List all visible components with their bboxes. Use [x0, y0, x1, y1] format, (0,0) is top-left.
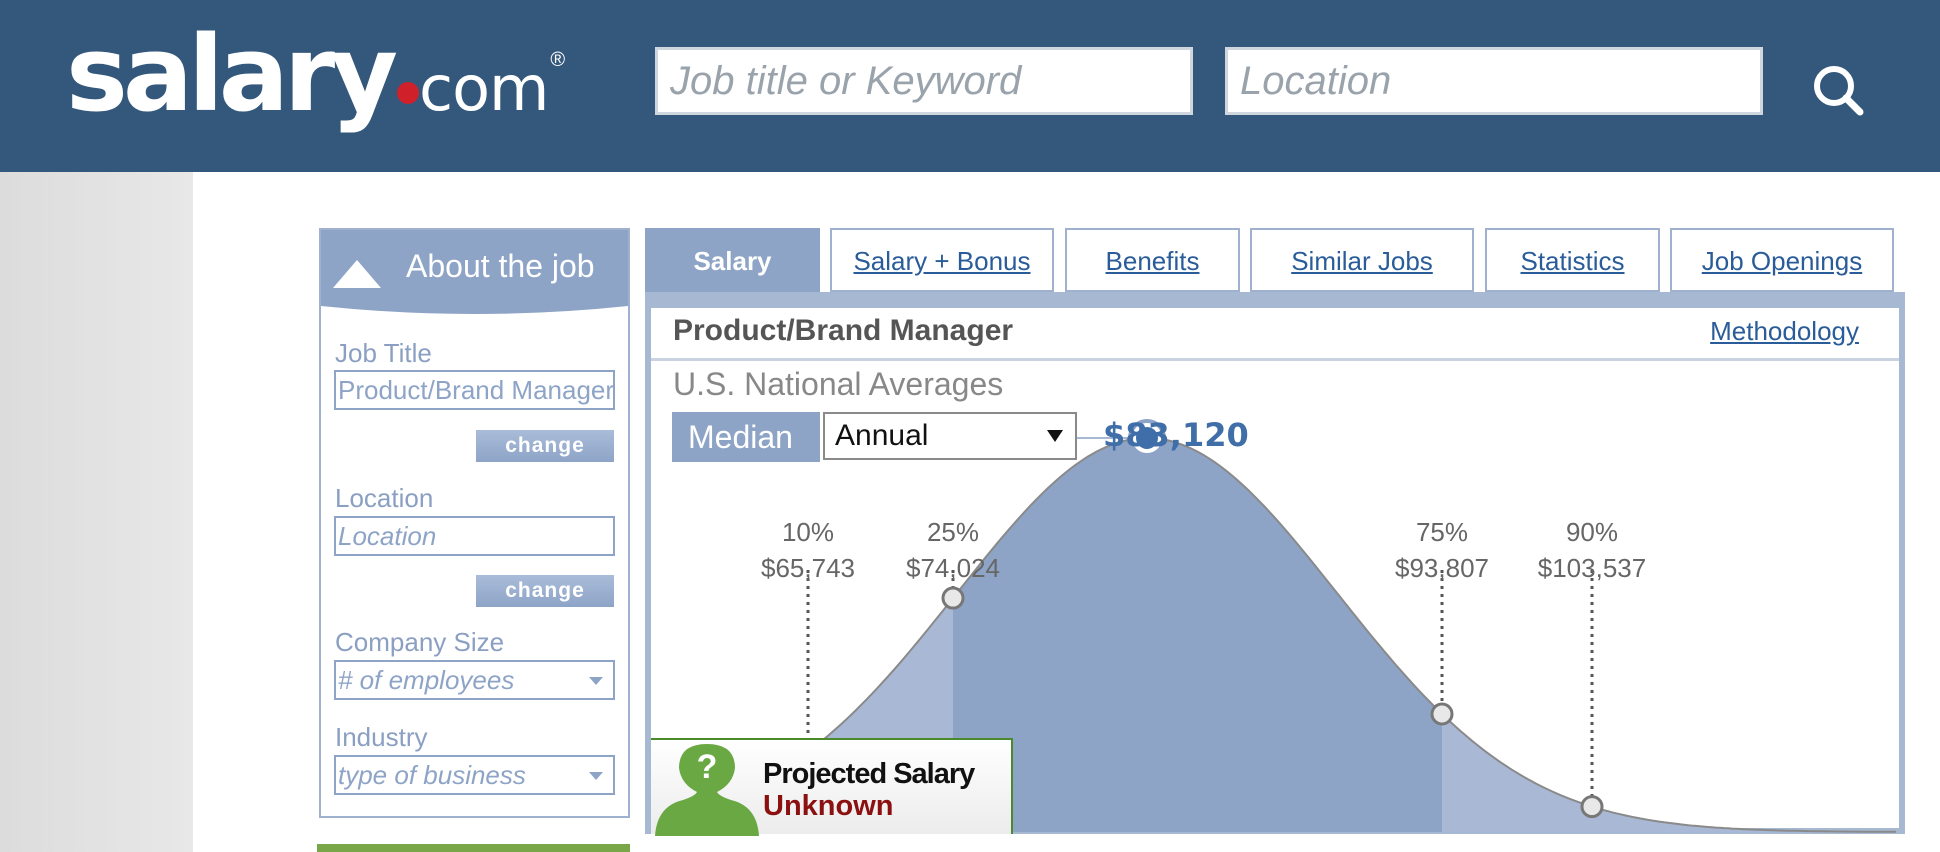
percentile-name: 75%: [1415, 517, 1469, 547]
projected-unknown-text: Unknown: [763, 790, 894, 822]
search-button[interactable]: [1810, 62, 1868, 120]
percentile-75-label: 75% $93,807: [1372, 514, 1512, 586]
percentile-name: 25%: [926, 517, 980, 547]
person-question-icon: ?: [655, 744, 759, 836]
industry-select[interactable]: type of business: [334, 755, 615, 795]
panel-divider: [651, 358, 1899, 361]
search-icon: [1814, 66, 1864, 116]
industry-label: Industry: [335, 722, 428, 752]
projected-salary-text: Projected Salary: [763, 758, 975, 790]
percentile-75-marker: [1430, 702, 1454, 726]
logo-main: salary: [66, 13, 398, 135]
chevron-down-icon: [589, 772, 603, 780]
period-select-value: Annual: [835, 419, 929, 452]
percentile-value: $93,807: [1395, 553, 1489, 583]
middle-band-area: [953, 438, 1442, 832]
logo-registered-mark: ®: [550, 49, 566, 71]
distribution-curve-outline: [807, 437, 1896, 833]
projected-salary-badge[interactable]: ? Projected Salary Unknown: [651, 738, 1013, 836]
period-select[interactable]: Annual: [823, 412, 1077, 460]
job-title-label: Job Title: [335, 338, 432, 368]
tab-benefits[interactable]: Benefits: [1065, 228, 1240, 292]
percentile-value: $103,537: [1537, 553, 1647, 583]
about-the-job-title: About the job: [406, 248, 595, 284]
side-strip: [0, 172, 193, 852]
change-location-button[interactable]: change: [476, 575, 614, 607]
percentile-value: $74,024: [906, 553, 1000, 583]
job-title-field[interactable]: Product/Brand Manager: [334, 370, 615, 410]
tab-statistics[interactable]: Statistics: [1485, 228, 1660, 292]
about-the-job-header[interactable]: About the job: [321, 230, 628, 304]
salary-panel: Product/Brand Manager Methodology U.S. N…: [645, 292, 1905, 836]
company-size-placeholder: # of employees: [338, 665, 515, 695]
percentile-10-label: 10% $65,743: [738, 514, 878, 586]
median-salary-value: $83,120: [1103, 416, 1249, 454]
logo-suffix: com: [419, 52, 549, 125]
location-field[interactable]: Location: [334, 516, 615, 556]
green-action-bar: [317, 844, 630, 852]
about-the-job-panel: About the job Job Title Product/Brand Ma…: [319, 228, 630, 818]
svg-text:?: ?: [697, 748, 718, 786]
chevron-down-icon: [589, 677, 603, 685]
median-marker-dot: [1136, 427, 1158, 449]
location-label: Location: [335, 483, 434, 513]
median-label: Median: [672, 412, 820, 462]
percentile-90-label: 90% $103,537: [1522, 514, 1662, 586]
industry-placeholder: type of business: [338, 760, 526, 790]
percentile-value: $65,743: [761, 553, 855, 583]
collapse-triangle-icon: [333, 260, 381, 288]
upper-tail-area: [1442, 714, 1899, 832]
percentile-25-label: 25% $74,024: [883, 514, 1023, 586]
tab-job-openings[interactable]: Job Openings: [1670, 228, 1894, 292]
job-title-search-input[interactable]: [655, 47, 1193, 115]
company-size-select[interactable]: # of employees: [334, 660, 615, 700]
logo-dot-icon: [397, 82, 419, 104]
company-size-label: Company Size: [335, 627, 505, 657]
national-averages-subtitle: U.S. National Averages: [673, 366, 1004, 402]
percentile-90-marker: [1580, 795, 1604, 819]
dropdown-arrow-icon: [1047, 430, 1063, 442]
site-header: salary com ®: [0, 0, 1940, 172]
location-search-input[interactable]: [1225, 47, 1763, 115]
percentile-25-marker: [941, 586, 965, 610]
tab-similar-jobs[interactable]: Similar Jobs: [1250, 228, 1474, 292]
salary-com-logo[interactable]: salary com ®: [66, 14, 565, 134]
tab-salary-bonus[interactable]: Salary + Bonus: [830, 228, 1054, 292]
percentile-name: 90%: [1565, 517, 1619, 547]
tab-salary[interactable]: Salary: [645, 228, 820, 292]
change-job-title-button[interactable]: change: [476, 430, 614, 462]
panel-job-title: Product/Brand Manager: [673, 314, 1014, 347]
percentile-name: 10%: [781, 517, 835, 547]
methodology-link[interactable]: Methodology: [1710, 316, 1859, 346]
header-wave-divider: [321, 300, 628, 314]
